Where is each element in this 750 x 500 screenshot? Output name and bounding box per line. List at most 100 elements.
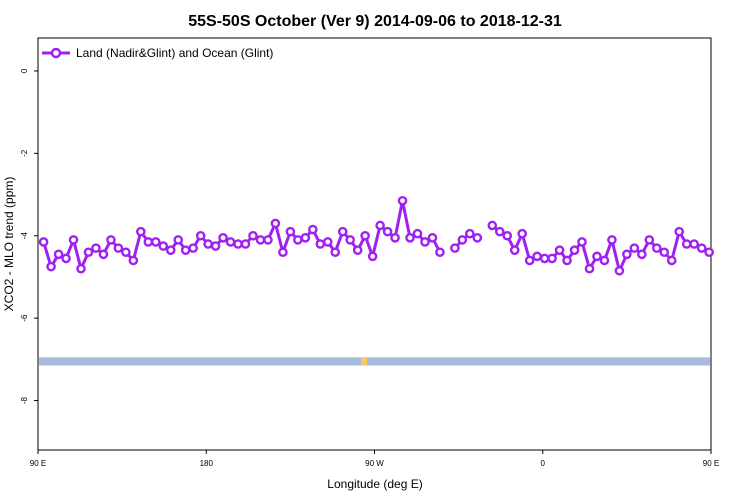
data-point	[397, 195, 408, 206]
data-point	[300, 233, 311, 243]
data-point	[487, 220, 498, 231]
data-point	[412, 228, 423, 239]
data-point	[210, 241, 221, 251]
data-point	[494, 226, 505, 237]
data-point	[659, 247, 670, 258]
data-point	[405, 233, 415, 243]
data-point	[38, 237, 49, 247]
land-ocean-band	[39, 357, 710, 366]
data-point	[165, 245, 176, 255]
data-point	[569, 245, 580, 255]
x-axis: 90 E 180 90 W 0 90 E	[30, 450, 719, 468]
data-point	[308, 224, 318, 235]
data-point	[203, 239, 213, 249]
data-point	[360, 230, 370, 241]
y-tick-label: -6	[20, 314, 29, 322]
land-band	[361, 357, 368, 366]
x-tick-label: 180	[200, 459, 214, 468]
data-point	[629, 243, 640, 253]
data-point	[240, 239, 251, 249]
x-tick-label: 90 E	[703, 459, 719, 468]
data-point	[465, 228, 475, 239]
data-point	[98, 249, 109, 260]
data-point	[472, 233, 483, 243]
data-point	[382, 226, 393, 237]
data-point	[337, 226, 348, 237]
data-point	[457, 235, 468, 245]
data-point	[263, 235, 273, 245]
data-point	[143, 237, 154, 247]
x-tick-label: 90 W	[365, 459, 384, 468]
data-point	[614, 265, 625, 276]
data-point	[435, 247, 445, 258]
y-axis: 0 -2 -4 -6 -8	[20, 68, 38, 404]
data-point	[420, 237, 430, 247]
data-point	[367, 251, 378, 262]
y-axis-label: XCO2 - MLO trend (ppm)	[2, 177, 16, 312]
data-point	[584, 263, 595, 274]
data-point	[330, 247, 341, 258]
data-point	[517, 228, 527, 239]
data-point	[106, 235, 116, 245]
x-axis-label: Longitude (deg E)	[327, 477, 422, 491]
data-point	[390, 233, 400, 243]
ocean-band	[39, 357, 710, 366]
data-point	[158, 241, 169, 251]
data-point	[577, 237, 587, 247]
data-point	[248, 230, 258, 241]
legend-marker	[50, 47, 62, 59]
y-tick-label: -2	[20, 149, 29, 157]
data-point	[136, 226, 146, 237]
data-point	[218, 233, 228, 243]
data-point	[450, 243, 460, 253]
x-tick-label: 90 E	[30, 459, 46, 468]
y-tick-label: 0	[20, 68, 29, 73]
data-point	[524, 255, 535, 266]
data-point	[674, 226, 685, 237]
data-point	[651, 243, 662, 253]
data-point	[195, 230, 206, 241]
data-point	[502, 230, 513, 241]
data-point	[315, 239, 326, 249]
data-point	[53, 249, 64, 260]
legend-label: Land (Nadir&Glint) and Ocean (Glint)	[76, 46, 273, 60]
data-point	[121, 247, 131, 258]
data-point	[188, 243, 198, 253]
x-tick-label: 0	[541, 459, 546, 468]
data-point	[255, 235, 266, 245]
data-point	[128, 255, 139, 266]
data-point	[689, 239, 699, 249]
data-point	[637, 249, 647, 260]
data-point	[322, 237, 333, 247]
data-point	[696, 243, 707, 253]
data-point	[532, 251, 542, 262]
series-layer	[38, 195, 714, 276]
data-point	[666, 255, 677, 266]
data-point	[113, 243, 124, 253]
data-point	[704, 247, 714, 258]
data-point	[509, 245, 520, 255]
data-point	[68, 235, 79, 245]
data-point	[180, 245, 191, 255]
data-point	[83, 247, 94, 258]
data-point	[270, 218, 281, 229]
data-point	[681, 239, 692, 249]
data-point	[554, 245, 565, 255]
y-tick-label: -4	[20, 232, 29, 240]
data-point	[644, 235, 655, 245]
y-tick-label: -8	[20, 396, 29, 404]
data-point	[91, 243, 101, 253]
data-point	[547, 253, 557, 264]
data-point	[233, 239, 243, 249]
data-point	[352, 245, 363, 255]
data-point	[173, 235, 184, 245]
data-point	[427, 233, 438, 243]
data-point	[539, 253, 550, 264]
data-point	[375, 220, 385, 231]
data-point	[599, 255, 610, 266]
data-point	[562, 255, 572, 266]
data-point	[225, 237, 236, 247]
data-point	[607, 235, 617, 245]
data-point	[150, 237, 161, 247]
